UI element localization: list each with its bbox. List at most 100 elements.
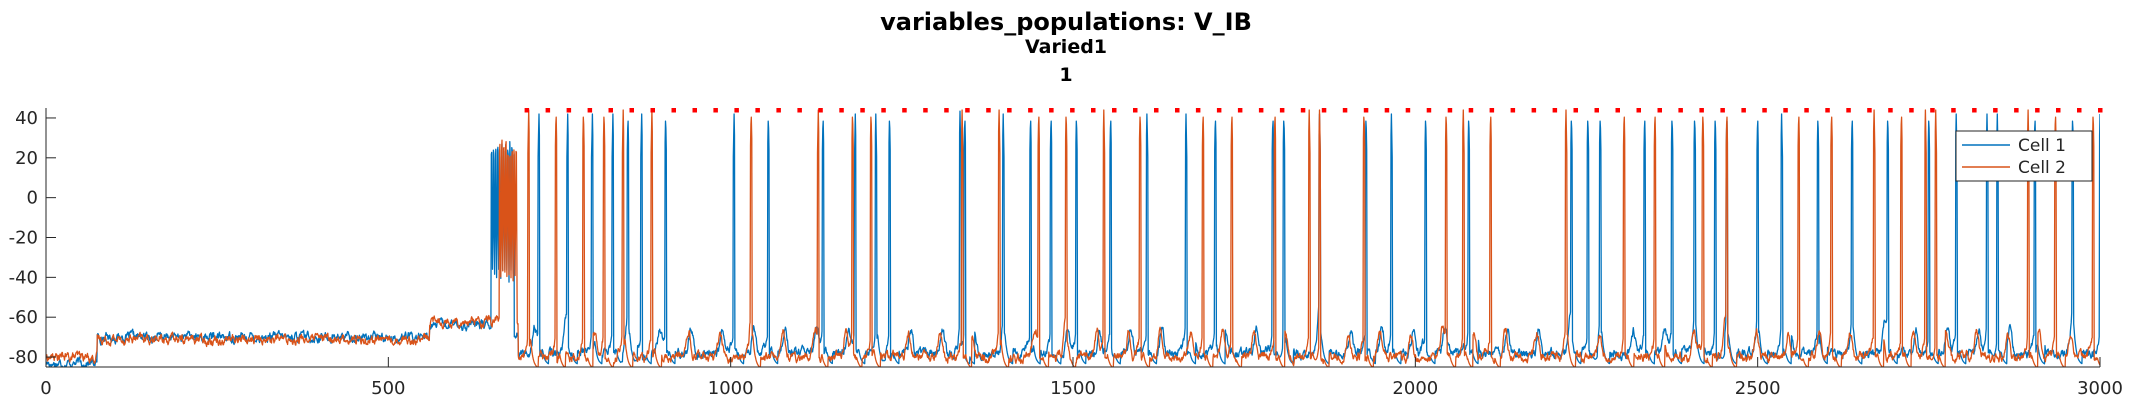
- raster-dot: [1447, 108, 1453, 113]
- raster-dot: [1678, 108, 1683, 113]
- raster-dot: [1468, 108, 1474, 113]
- raster-dot: [1175, 108, 1180, 113]
- raster-dot: [1531, 108, 1537, 113]
- y-tick-label: -40: [9, 267, 38, 288]
- y-tick-label: -60: [9, 307, 38, 328]
- raster-dot: [1951, 108, 1956, 113]
- x-tick-label: 1500: [1050, 378, 1096, 399]
- raster-dot: [734, 108, 739, 113]
- raster-dot: [2098, 108, 2103, 113]
- raster-dot: [1552, 108, 1558, 113]
- raster-dot: [2077, 108, 2082, 113]
- raster-dot: [776, 108, 781, 113]
- raster-dot: [1741, 108, 1746, 113]
- x-tick-label: 0: [40, 378, 51, 399]
- raster-dot: [965, 108, 970, 113]
- y-tick-label: 0: [27, 188, 38, 209]
- raster-dot: [1804, 108, 1809, 113]
- raster-dot: [1258, 108, 1264, 113]
- raster-dot: [1594, 108, 1599, 113]
- legend-box: [1955, 130, 2093, 182]
- raster-dot: [1195, 108, 1201, 113]
- raster-dot: [1133, 108, 1138, 113]
- raster-dot: [1615, 108, 1620, 113]
- legend-label-cell-2: Cell 2: [2018, 158, 2066, 178]
- raster-dot: [839, 108, 844, 113]
- x-tick-label: 2500: [1735, 378, 1781, 399]
- raster-dot: [1846, 108, 1851, 113]
- raster-dot: [1888, 108, 1893, 113]
- legend-label-cell-1: Cell 1: [2018, 136, 2066, 156]
- x-tick-label: 3000: [2077, 378, 2123, 399]
- raster-dot: [1657, 108, 1662, 113]
- chart-subtitle-1: Varied1: [1025, 36, 1107, 58]
- raster-dot: [608, 108, 613, 113]
- ticks: 0 500 1000 1500 2000 2500 3000 40 20 0 -20 -40 -60 -8…: [9, 108, 2123, 399]
- series-layer: [46, 109, 2100, 367]
- raster-dot: [1783, 108, 1788, 113]
- raster-dot: [1699, 108, 1704, 113]
- raster-dot: [671, 108, 676, 113]
- raster-dot: [1405, 108, 1411, 113]
- raster-dot: [566, 108, 572, 113]
- raster-dot: [1237, 108, 1243, 113]
- raster-dot: [1007, 108, 1012, 113]
- raster-dot: [1342, 108, 1348, 113]
- y-tick-label: -20: [9, 228, 38, 249]
- raster-dot: [1028, 108, 1033, 113]
- raster-dot: [1363, 108, 1369, 113]
- raster-dot: [986, 108, 991, 113]
- raster-dot: [1091, 108, 1096, 113]
- raster-dot: [881, 108, 886, 113]
- raster-dot: [797, 108, 802, 113]
- raster-dot: [818, 108, 823, 113]
- raster-dot: [1573, 108, 1578, 113]
- legend[interactable]: Cell 1 Cell 2: [1955, 130, 2093, 182]
- raster-dot: [1825, 108, 1830, 113]
- x-tick-label: 500: [371, 378, 405, 399]
- raster-dot: [2035, 108, 2040, 113]
- x-tick-label: 2000: [1392, 378, 1438, 399]
- raster-dot: [755, 108, 760, 113]
- raster-dot: [1384, 108, 1390, 113]
- raster-dot: [1321, 108, 1327, 113]
- raster-dot: [629, 108, 634, 113]
- raster-dot: [1300, 108, 1306, 113]
- raster-dot: [524, 108, 530, 113]
- raster-dot: [650, 108, 655, 113]
- raster-dot: [1279, 108, 1285, 113]
- raster-dot: [713, 108, 718, 113]
- raster-dot: [1049, 108, 1054, 113]
- raster-layer: [524, 108, 2103, 113]
- chart-title: variables_populations: V_IB: [880, 8, 1252, 36]
- raster-dot: [545, 108, 551, 113]
- raster-dot: [1216, 108, 1222, 113]
- raster-dot: [1930, 108, 1935, 113]
- raster-dot: [1993, 108, 1998, 113]
- raster-dot: [692, 108, 697, 113]
- raster-dot: [1636, 108, 1641, 113]
- raster-dot: [1426, 108, 1432, 113]
- raster-dot: [1720, 108, 1725, 113]
- raster-dot: [1762, 108, 1767, 113]
- raster-dot: [923, 108, 928, 113]
- y-tick-label: 20: [15, 148, 38, 169]
- raster-dot: [1510, 108, 1516, 113]
- series-line-cell-2: [46, 109, 2100, 367]
- raster-dot: [1909, 108, 1914, 113]
- raster-dot: [944, 108, 949, 113]
- raster-dot: [2056, 108, 2061, 113]
- raster-dot: [2014, 108, 2019, 113]
- y-tick-label: 40: [15, 108, 38, 129]
- raster-dot: [1489, 108, 1495, 113]
- raster-dot: [860, 108, 865, 113]
- x-tick-label: 1000: [708, 378, 754, 399]
- chart-subtitle-2: 1: [1059, 64, 1072, 86]
- raster-dot: [902, 108, 907, 113]
- raster-dot: [1154, 108, 1159, 113]
- raster-dot: [1867, 108, 1872, 113]
- raster-dot: [1972, 108, 1977, 113]
- y-tick-label: -80: [9, 347, 38, 368]
- axes: [45, 108, 2100, 368]
